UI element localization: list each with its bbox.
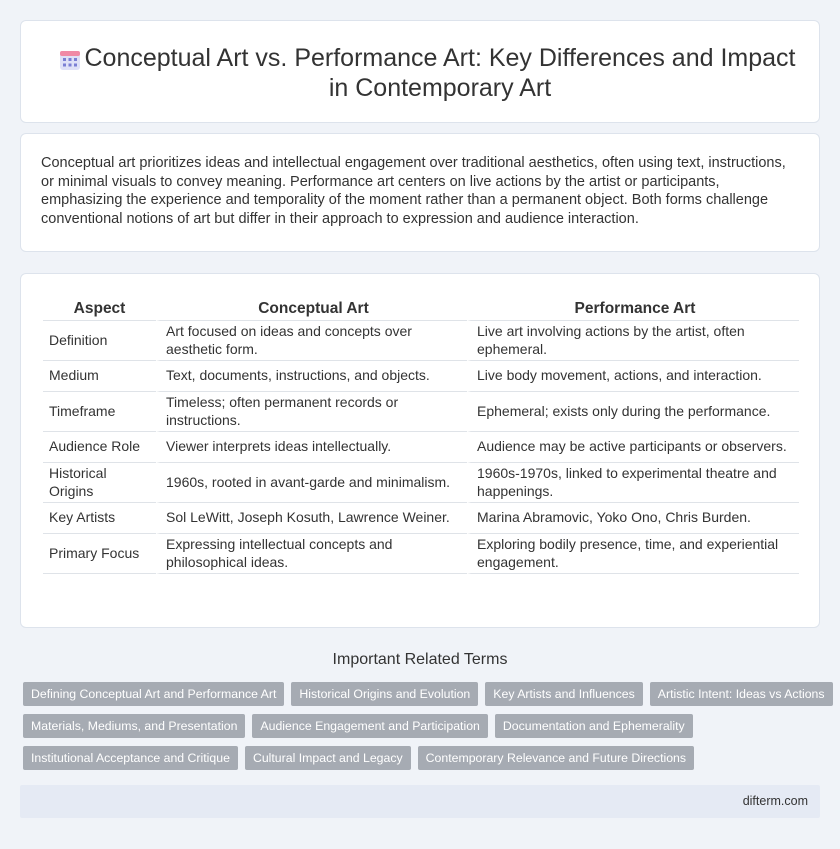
header-conceptual-art: Conceptual Art [156,294,467,321]
related-term-tag[interactable]: Institutional Acceptance and Critique [23,746,238,770]
performance-cell: Audience may be active participants or o… [467,432,799,463]
aspect-cell: Timeframe [43,392,156,432]
related-term-tag[interactable]: Materials, Mediums, and Presentation [23,714,246,738]
performance-cell: Marina Abramovic, Yoko Ono, Chris Burden… [467,503,799,534]
title-card: Conceptual Art vs. Performance Art: Key … [20,20,820,123]
site-link[interactable]: difterm.com [742,794,808,808]
aspect-cell: Medium [43,361,156,392]
related-term-tag[interactable]: Artistic Intent: Ideas vs Actions [649,682,833,706]
calendar-grid-icon [60,51,80,70]
related-term-tag[interactable]: Documentation and Ephemerality [494,714,693,738]
performance-cell: Ephemeral; exists only during the perfor… [467,392,799,432]
comparison-card: Aspect Conceptual Art Performance Art De… [20,273,820,628]
conceptual-cell: Sol LeWitt, Joseph Kosuth, Lawrence Wein… [156,503,467,534]
page-title: Conceptual Art vs. Performance Art: Key … [84,44,796,102]
aspect-cell: Definition [43,321,156,361]
performance-cell: 1960s-1970s, linked to experimental thea… [467,463,799,503]
performance-cell: Live art involving actions by the artist… [467,321,799,361]
related-term-tag[interactable]: Cultural Impact and Legacy [244,746,411,770]
tag-row: Materials, Mediums, and Presentation Aud… [23,714,823,738]
performance-cell: Live body movement, actions, and interac… [467,361,799,392]
table-header-row: Aspect Conceptual Art Performance Art [43,294,799,321]
header-aspect: Aspect [43,294,156,321]
table-row: Primary Focus Expressing intellectual co… [43,534,799,574]
table-row: Historical Origins 1960s, rooted in avan… [43,463,799,503]
comparison-table: Aspect Conceptual Art Performance Art De… [43,294,799,574]
related-term-tag[interactable]: Contemporary Relevance and Future Direct… [417,746,695,770]
related-term-tag[interactable]: Key Artists and Influences [485,682,643,706]
header-performance-art: Performance Art [467,294,799,321]
conceptual-cell: Text, documents, instructions, and objec… [156,361,467,392]
intro-text: Conceptual art prioritizes ideas and int… [41,155,786,227]
tag-row: Defining Conceptual Art and Performance … [23,682,833,706]
conceptual-cell: Art focused on ideas and concepts over a… [156,321,467,361]
table-row: Medium Text, documents, instructions, an… [43,361,799,392]
performance-cell: Exploring bodily presence, time, and exp… [467,534,799,574]
related-term-tag[interactable]: Defining Conceptual Art and Performance … [23,682,285,706]
related-term-tag[interactable]: Audience Engagement and Participation [252,714,488,738]
tag-row: Institutional Acceptance and Critique Cu… [23,746,823,770]
table-row: Audience Role Viewer interprets ideas in… [43,432,799,463]
table-row: Key Artists Sol LeWitt, Joseph Kosuth, L… [43,503,799,534]
aspect-cell: Primary Focus [43,534,156,574]
table-row: Timeframe Timeless; often permanent reco… [43,392,799,432]
related-terms-tags: Defining Conceptual Art and Performance … [23,682,833,778]
footer: difterm.com [20,785,820,818]
conceptual-cell: Viewer interprets ideas intellectually. [156,432,467,463]
aspect-cell: Historical Origins [43,463,156,503]
related-term-tag[interactable]: Historical Origins and Evolution [291,682,479,706]
aspect-cell: Audience Role [43,432,156,463]
related-terms-title: Important Related Terms [332,651,508,668]
table-row: Definition Art focused on ideas and conc… [43,321,799,361]
conceptual-cell: 1960s, rooted in avant-garde and minimal… [156,463,467,503]
intro-card: Conceptual art prioritizes ideas and int… [20,133,820,252]
conceptual-cell: Timeless; often permanent records or ins… [156,392,467,432]
aspect-cell: Key Artists [43,503,156,534]
conceptual-cell: Expressing intellectual concepts and phi… [156,534,467,574]
